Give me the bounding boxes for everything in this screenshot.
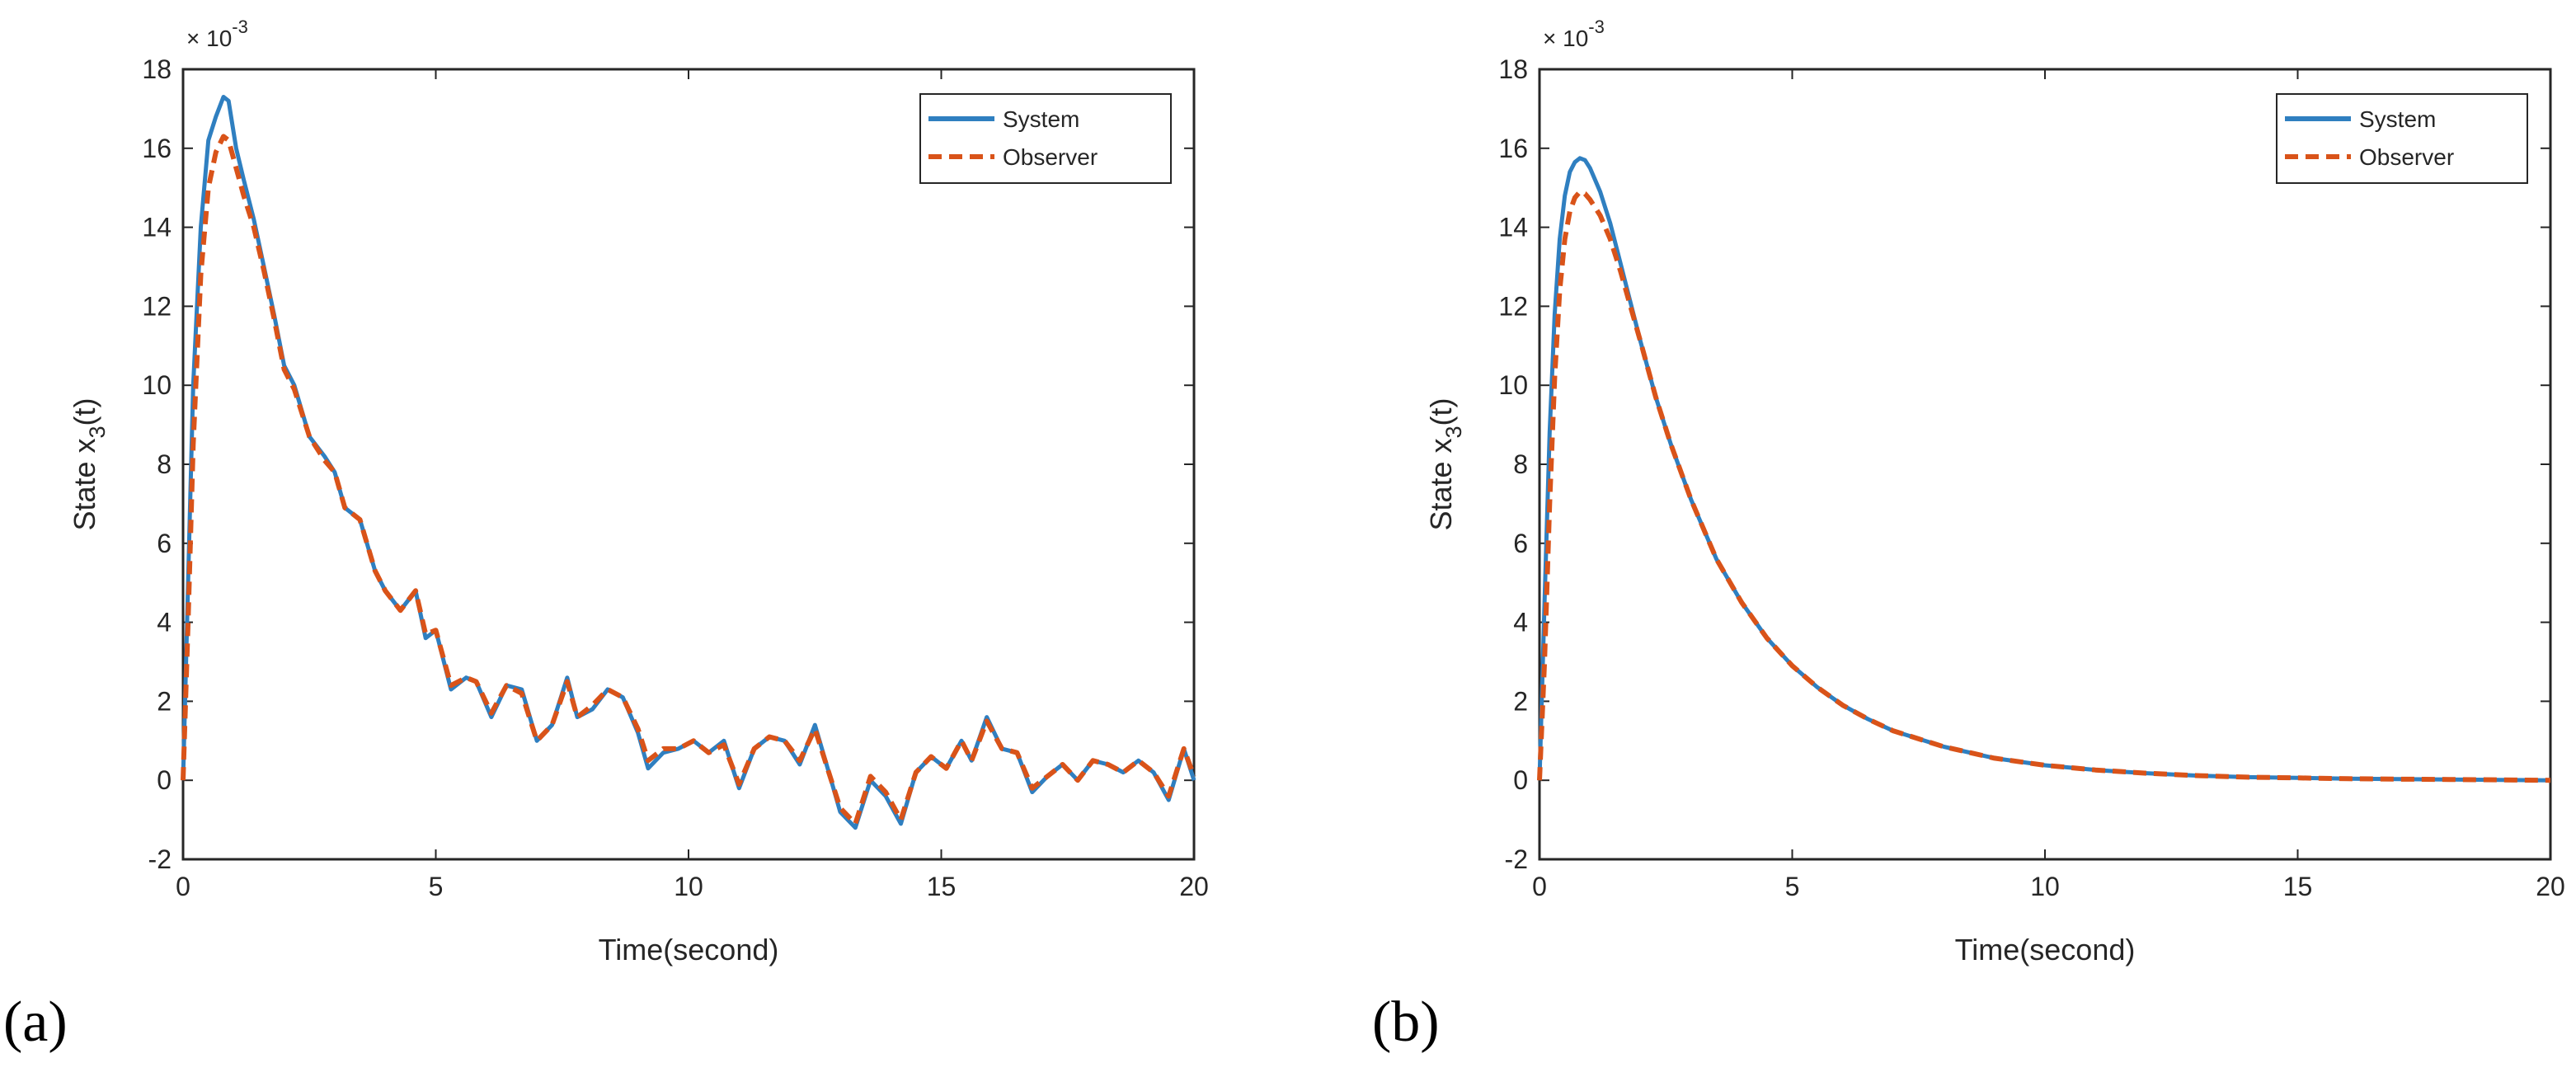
- y-tick-label-a-8: 8: [157, 449, 172, 479]
- legend-box-b: [2276, 93, 2528, 184]
- legend-system-label-a: System: [1003, 106, 1079, 132]
- x-tick-label-b-10: 10: [2030, 872, 2060, 901]
- y-tick-label-b-16: 16: [1498, 134, 1528, 163]
- x-tick-label-b-15: 15: [2283, 872, 2313, 901]
- legend-observer-label-a: Observer: [1003, 144, 1098, 170]
- series-b: [1537, 156, 2551, 783]
- x-tick-label-b-20: 20: [2536, 872, 2565, 901]
- y-axis-label-b: State x3(t): [1424, 397, 1466, 530]
- panel-label-b: (b): [1372, 990, 1440, 1054]
- y-tick-label-b-8: 8: [1513, 449, 1528, 479]
- x-tick-label-b-0: 0: [1532, 872, 1547, 901]
- x-axis-label-a: Time(second): [599, 933, 779, 966]
- x-tick-label-a-10: 10: [674, 872, 703, 901]
- panel-label-a: (a): [3, 990, 68, 1054]
- x-tick-label-b-5: 5: [1785, 872, 1800, 901]
- series-a: [181, 95, 1196, 830]
- y-tick-label-b--2: -2: [1505, 844, 1528, 874]
- y-axis-label-a: State x3(t): [68, 397, 110, 530]
- y-tick-label-a-10: 10: [142, 370, 172, 400]
- y-tick-label-a-6: 6: [157, 529, 172, 558]
- y-tick-label-b-0: 0: [1513, 765, 1528, 795]
- y-tick-label-b-6: 6: [1513, 529, 1528, 558]
- y-tick-label-b-12: 12: [1498, 291, 1528, 321]
- series-observer-line-b: [1537, 189, 2551, 783]
- y-tick-label-a-12: 12: [142, 291, 172, 321]
- y-tick-label-b-2: 2: [1513, 686, 1528, 716]
- legend-observer-label-b: Observer: [2359, 144, 2454, 170]
- y-tick-label-b-14: 14: [1498, 213, 1528, 242]
- x-tick-label-a-0: 0: [176, 872, 190, 901]
- y-tick-label-a-0: 0: [157, 765, 172, 795]
- y-tick-label-a-16: 16: [142, 134, 172, 163]
- x-tick-label-a-5: 5: [429, 872, 444, 901]
- y-tick-label-b-10: 10: [1498, 370, 1528, 400]
- y-tick-label-a-18: 18: [142, 54, 172, 84]
- y-tick-label-a-2: 2: [157, 686, 172, 716]
- exponent-label-b: × 10-3: [1543, 16, 1605, 51]
- x-tick-label-a-20: 20: [1179, 872, 1209, 901]
- y-tick-label-b-18: 18: [1498, 54, 1528, 84]
- y-tick-label-a-4: 4: [157, 608, 172, 637]
- plot-area-b: [1538, 68, 2552, 861]
- series-observer-line-a: [181, 134, 1196, 826]
- plot-area-a: [181, 68, 1196, 861]
- exponent-label-a: × 10-3: [186, 16, 248, 51]
- legend-a: System Observer: [919, 93, 1172, 184]
- y-tick-label-b-4: 4: [1513, 608, 1528, 637]
- y-tick-label-a--2: -2: [148, 844, 172, 874]
- x-axis-label-b: Time(second): [1955, 933, 2136, 966]
- legend-box-a: [919, 93, 1172, 184]
- legend-b: System Observer: [2276, 93, 2528, 184]
- legend-system-label-b: System: [2359, 106, 2436, 132]
- x-tick-label-a-15: 15: [927, 872, 957, 901]
- y-tick-label-a-14: 14: [142, 213, 172, 242]
